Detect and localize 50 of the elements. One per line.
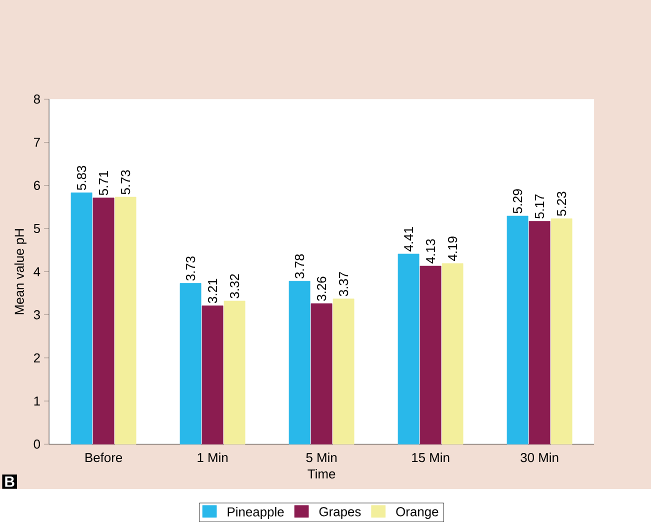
legend-label: Pineapple bbox=[228, 506, 284, 520]
x-tick-label: 5 Min bbox=[306, 452, 337, 462]
data-label: 3.32 bbox=[230, 274, 240, 298]
bar bbox=[398, 254, 420, 444]
bar bbox=[506, 216, 528, 444]
data-label: 4.19 bbox=[448, 236, 458, 261]
data-label: 5.29 bbox=[512, 189, 522, 214]
data-label: 5.23 bbox=[556, 192, 566, 216]
bar bbox=[442, 263, 464, 444]
bar bbox=[202, 306, 224, 444]
y-tick-label: 4 bbox=[34, 267, 40, 276]
bar bbox=[92, 198, 114, 444]
data-label: 5.73 bbox=[120, 170, 130, 194]
y-tick-label: 1 bbox=[34, 396, 40, 406]
y-tick-label: 8 bbox=[34, 94, 40, 104]
bar bbox=[332, 298, 354, 444]
data-label: 3.26 bbox=[316, 276, 326, 301]
bar bbox=[180, 283, 202, 444]
bar bbox=[420, 266, 442, 444]
data-label: 4.41 bbox=[404, 227, 414, 252]
y-tick-label: 0 bbox=[34, 440, 40, 449]
y-tick-label: 6 bbox=[34, 180, 40, 190]
bar bbox=[70, 192, 92, 444]
data-label: 5.17 bbox=[535, 194, 544, 218]
data-label: 3.73 bbox=[186, 256, 196, 281]
x-tick-label: 15 Min bbox=[412, 452, 450, 462]
bar bbox=[550, 218, 572, 444]
x-tick-label: 1 Min bbox=[198, 452, 228, 462]
bar bbox=[114, 196, 136, 444]
bar bbox=[288, 280, 310, 444]
bar bbox=[310, 303, 332, 444]
data-label: 4.13 bbox=[426, 239, 436, 264]
y-axis-title: Mean value pH bbox=[14, 229, 26, 314]
data-label: 5.71 bbox=[99, 171, 108, 196]
x-tick-label: Before bbox=[86, 452, 122, 462]
x-tick-label: 30 Min bbox=[520, 452, 558, 462]
y-tick-label: 7 bbox=[34, 138, 40, 147]
text: B bbox=[5, 476, 14, 487]
bar bbox=[224, 300, 246, 444]
data-label: 3.37 bbox=[338, 272, 348, 296]
legend-label: Orange bbox=[396, 507, 438, 519]
y-tick-label: 5 bbox=[34, 224, 40, 234]
x-axis-title: Time bbox=[308, 469, 336, 479]
y-tick-label: 2 bbox=[34, 353, 40, 362]
data-label: 3.21 bbox=[208, 278, 218, 303]
legend-label: Grapes bbox=[319, 507, 361, 519]
data-label: 5.83 bbox=[76, 166, 86, 190]
y-tick-label: 3 bbox=[34, 310, 40, 320]
data-label: 3.78 bbox=[294, 254, 304, 278]
bar bbox=[528, 220, 550, 444]
